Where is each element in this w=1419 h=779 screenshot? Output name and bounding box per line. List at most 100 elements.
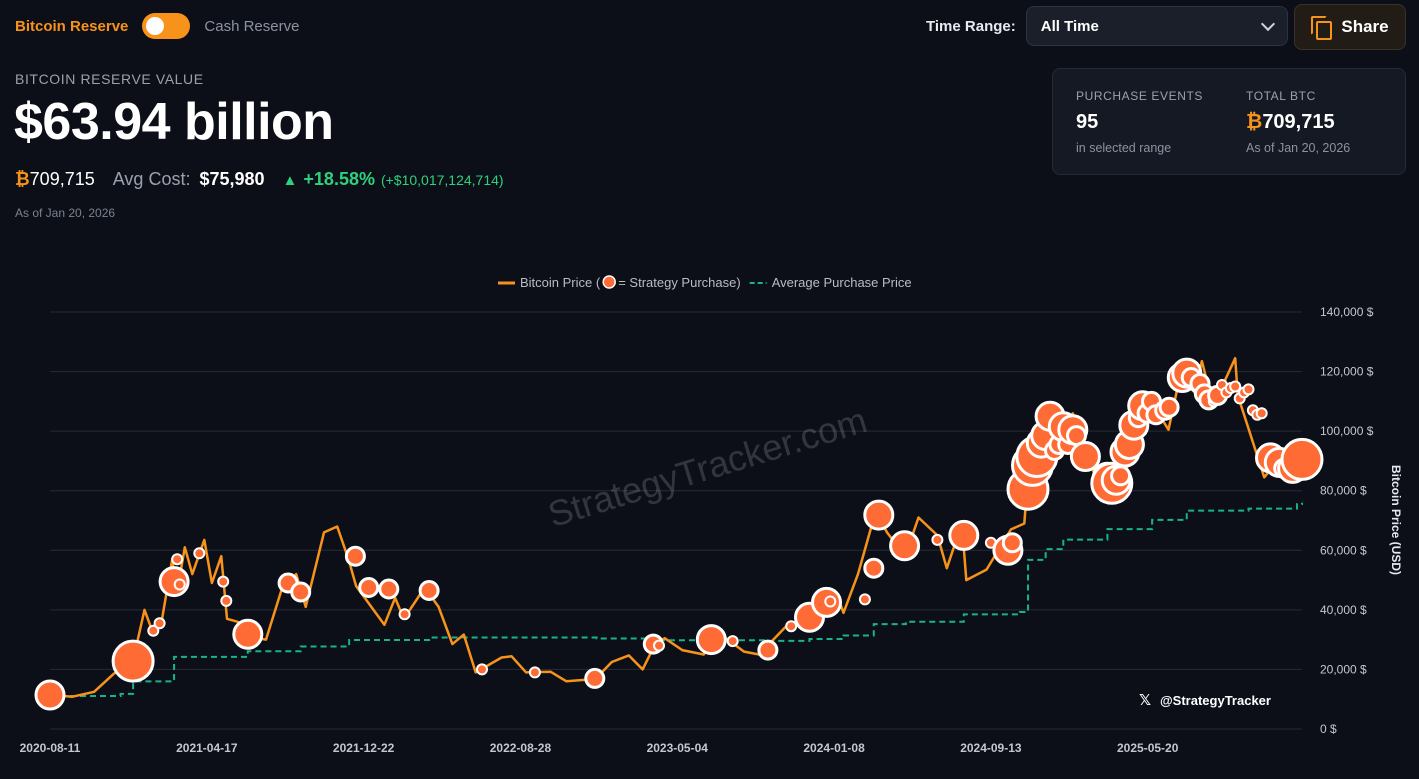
purchase-marker (398, 608, 411, 621)
avg-cost-label: Avg Cost: (112, 169, 191, 189)
purchase-marker (193, 547, 206, 560)
purchase-marker (1229, 380, 1242, 393)
y-axis-title: Bitcoin Price (USD) (1389, 465, 1403, 575)
purchase-events-sub: in selected range (1076, 141, 1172, 155)
purchase-marker (232, 618, 264, 650)
purchase-marker (757, 639, 779, 661)
reserve-toggle-switch[interactable] (142, 13, 191, 39)
y-tick-label: 60,000 $ (1320, 543, 1367, 557)
btc-symbol: ₿ (1246, 111, 1263, 133)
social-handle-text: @StrategyTracker (1160, 693, 1271, 708)
total-btc-value: ₿709,715 (1246, 111, 1350, 134)
purchase-marker (948, 519, 980, 551)
y-tick-label: 20,000 $ (1320, 662, 1367, 676)
legend-average-label: Average Purchase Price (772, 275, 912, 290)
purchase-marker (476, 663, 488, 676)
purchase-marker (358, 577, 380, 598)
purchase-marker (171, 553, 184, 566)
share-button[interactable]: Share (1294, 4, 1406, 50)
purchase-marker (726, 635, 739, 648)
y-tick-label: 80,000 $ (1320, 484, 1367, 498)
reserve-toggle-group: Bitcoin Reserve Cash Reserve (15, 13, 299, 39)
purchase-marker (528, 666, 541, 679)
y-tick-label: 100,000 $ (1320, 424, 1374, 438)
x-logo-icon: 𝕏 (1139, 691, 1151, 709)
time-range-select[interactable]: All Time (1025, 6, 1288, 46)
share-label: Share (1341, 17, 1389, 36)
x-tick-label: 2024-01-08 (803, 741, 865, 755)
y-tick-label: 120,000 $ (1320, 365, 1374, 379)
purchase-bubbles (34, 357, 1324, 711)
y-axis-ticks: 0 $ 20,000 $ 40,000 $ 60,000 $ 80,000 $ 100,0… (1320, 305, 1374, 736)
purchase-marker (824, 595, 837, 608)
change-percent: +18.58% (303, 169, 375, 189)
purchase-marker (378, 578, 400, 600)
purchase-events-title: PURCHASE EVENTS (1076, 89, 1204, 103)
total-btc-stat: TOTAL BTC ₿709,715 As of Jan 20, 2026 (1246, 89, 1350, 155)
purchase-marker (173, 578, 186, 591)
average-purchase-line-group (50, 502, 1303, 697)
purchase-marker (931, 533, 944, 546)
reserve-stats: ₿ 709,715 Avg Cost: $75,980 ▲ +18.58% (+… (15, 169, 504, 190)
as-of-date: As of Jan 20, 2026 (15, 206, 116, 220)
grid-lines (50, 311, 1302, 730)
purchase-events-stat: PURCHASE EVENTS 95 in selected range (1076, 89, 1203, 155)
reserve-value: $63.94 billion (14, 93, 334, 151)
cash-reserve-label[interactable]: Cash Reserve (204, 17, 300, 35)
purchase-marker (584, 667, 606, 689)
purchase-marker (220, 594, 233, 607)
time-range-label: Time Range: (926, 17, 1016, 35)
summary-card: PURCHASE EVENTS 95 in selected range TOT… (1052, 68, 1406, 175)
y-tick-label: 40,000 $ (1320, 603, 1367, 617)
x-tick-label: 2021-12-22 (333, 741, 395, 755)
bitcoin-reserve-label[interactable]: Bitcoin Reserve (15, 17, 129, 35)
total-btc-title: TOTAL BTC (1246, 89, 1316, 103)
purchase-marker (147, 624, 160, 637)
time-range-control: Time Range: All Time (926, 6, 1288, 46)
purchase-marker (858, 593, 871, 606)
time-range-value: All Time (1040, 17, 1099, 35)
x-tick-label: 2021-04-17 (176, 741, 238, 755)
purchase-events-value: 95 (1076, 111, 1099, 133)
purchase-marker (111, 639, 155, 683)
purchase-marker (34, 679, 66, 711)
purchase-marker (1110, 465, 1132, 487)
purchase-marker (1069, 441, 1101, 472)
watermark: StrategyTracker.com (543, 399, 871, 535)
social-handle: 𝕏 @StrategyTracker (1139, 691, 1271, 709)
btc-amount: 709,715 (29, 169, 95, 189)
purchase-marker (1158, 396, 1180, 418)
x-axis-ticks: 2020-08-11 2021-04-17 2021-12-22 2022-08-28… (20, 741, 1179, 755)
x-tick-label: 2025-05-20 (1117, 741, 1179, 755)
purchase-marker (418, 580, 440, 601)
purchase-marker (653, 639, 665, 652)
purchase-marker (153, 617, 166, 630)
x-tick-label: 2024-09-13 (960, 741, 1022, 755)
purchase-marker (863, 499, 895, 531)
total-btc-amount: 709,715 (1262, 111, 1335, 133)
purchase-marker (785, 620, 798, 633)
legend-purchase-label: = Strategy Purchase) (618, 275, 740, 290)
purchase-marker (1242, 383, 1255, 396)
avg-cost-value: $75,980 (199, 169, 265, 189)
purchase-marker (863, 557, 885, 579)
purchase-marker (695, 624, 727, 656)
purchase-marker (889, 530, 921, 562)
total-btc-sub: As of Jan 20, 2026 (1246, 141, 1351, 155)
x-tick-label: 2022-08-28 (490, 741, 552, 755)
y-tick-label: 0 $ (1320, 722, 1337, 736)
purchase-marker (290, 581, 312, 603)
toggle-knob (146, 17, 165, 35)
purchase-marker (217, 575, 230, 588)
average-purchase-price-line (50, 502, 1303, 697)
x-tick-label: 2023-05-04 (647, 741, 709, 755)
purchase-marker (344, 545, 366, 567)
copy-icon (1311, 16, 1333, 40)
purchase-marker (1001, 532, 1023, 554)
legend-purchase-dot (602, 275, 616, 289)
btc-symbol: ₿ (15, 169, 30, 189)
up-arrow-icon: ▲ (282, 172, 298, 189)
purchase-marker (1280, 437, 1324, 481)
change-absolute: (+$10,017,124,714) (380, 172, 504, 188)
